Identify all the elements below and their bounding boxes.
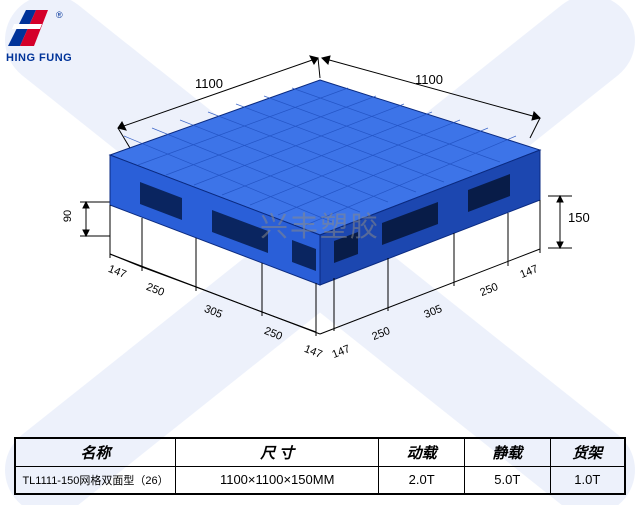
th-name: 名称 bbox=[15, 438, 176, 466]
th-rack: 货架 bbox=[550, 438, 625, 466]
td-size: 1100×1100×150MM bbox=[176, 466, 379, 494]
pallet-illustration bbox=[0, 10, 640, 430]
dim-height-left: 90 bbox=[62, 210, 74, 222]
spec-table: 名称 尺 寸 动载 静载 货架 TL1111-150网格双面型（26） 1100… bbox=[14, 437, 626, 495]
td-rack: 1.0T bbox=[550, 466, 625, 494]
dim-height-right: 150 bbox=[568, 210, 590, 225]
product-diagram: 1100 1100 90 150 147 250 305 250 147 147… bbox=[0, 10, 640, 430]
th-dynamic: 动载 bbox=[379, 438, 465, 466]
td-name: TL1111-150网格双面型（26） bbox=[15, 466, 176, 494]
th-size: 尺 寸 bbox=[176, 438, 379, 466]
table-row: TL1111-150网格双面型（26） 1100×1100×150MM 2.0T… bbox=[15, 466, 625, 494]
th-static: 静载 bbox=[464, 438, 550, 466]
td-dynamic: 2.0T bbox=[379, 466, 465, 494]
dim-top-left: 1100 bbox=[195, 76, 223, 91]
dim-top-right: 1100 bbox=[415, 72, 443, 87]
td-static: 5.0T bbox=[464, 466, 550, 494]
table-row: 名称 尺 寸 动载 静载 货架 bbox=[15, 438, 625, 466]
